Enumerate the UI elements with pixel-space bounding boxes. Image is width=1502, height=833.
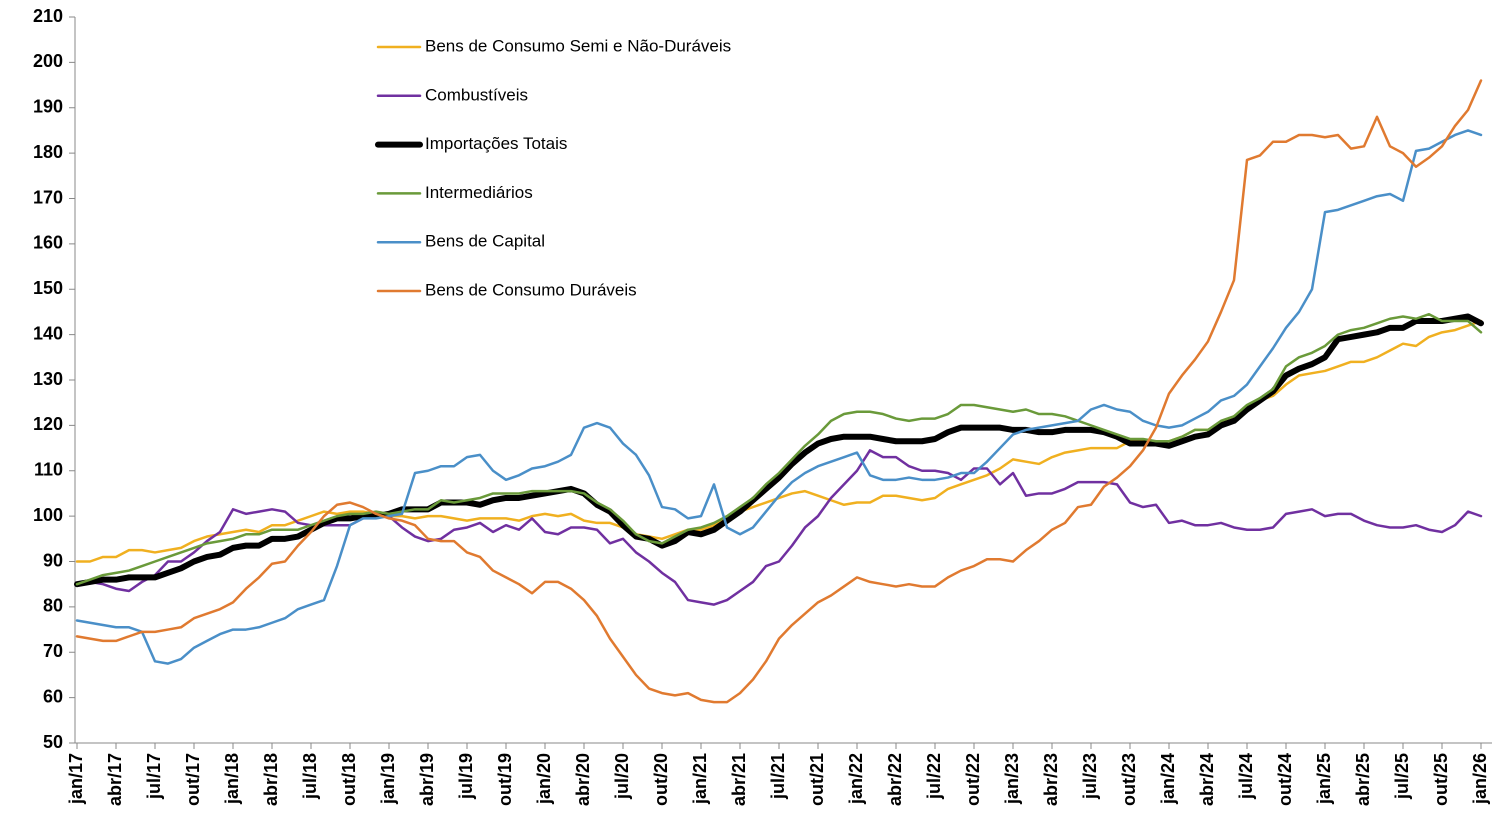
y-tick-label: 170 [33,187,63,207]
x-tick-label: abr/24 [1197,753,1217,806]
x-tick-label: out/20 [651,753,671,806]
x-tick-label: out/25 [1431,753,1451,806]
x-tick-label: jan/17 [66,753,86,805]
x-tick-label: out/24 [1275,753,1295,806]
x-tick-label: jul/23 [1080,753,1100,800]
x-tick-label: jan/18 [222,753,242,805]
x-tick-label: jul/24 [1236,753,1256,800]
series-line [75,79,1483,704]
y-tick-label: 120 [33,414,63,434]
y-tick-label: 60 [43,686,63,706]
x-tick-label: jul/22 [924,753,944,800]
y-tick-label: 110 [34,460,63,480]
x-tick-label: jul/17 [144,753,164,800]
y-tick-label: 210 [33,6,63,26]
y-tick-label: 80 [43,596,63,616]
x-tick-label: jan/26 [1470,753,1490,805]
x-tick-label: jul/20 [612,753,632,800]
x-tick-label: jul/25 [1392,753,1412,800]
y-tick-label: 150 [33,278,63,298]
x-tick-label: out/23 [1119,753,1139,806]
x-tick-label: jan/25 [1314,753,1334,805]
x-tick-label: jul/18 [300,753,320,800]
series-line [75,129,1483,665]
series-line [75,319,1483,563]
x-tick-label: jan/20 [534,753,554,805]
x-tick-label: out/22 [963,753,983,806]
x-tick-label: out/17 [183,753,203,806]
x-tick-label: jan/23 [1002,753,1022,805]
x-tick-label: jul/21 [768,753,788,800]
series-line [75,312,1483,586]
y-tick-label: 70 [43,641,63,661]
legend-label: Importações Totais [425,134,567,153]
x-tick-label: jan/24 [1158,753,1178,805]
y-tick-label: 90 [43,550,63,570]
x-tick-label: abr/20 [573,753,593,806]
x-tick-label: out/21 [807,753,827,806]
y-tick-label: 200 [33,51,63,71]
x-tick-label: abr/17 [105,753,125,806]
x-tick-label: jan/21 [690,753,710,805]
x-tick-label: out/19 [495,753,515,806]
y-tick-label: 180 [33,142,63,162]
x-tick-label: jul/19 [456,753,476,800]
x-tick-label: abr/25 [1353,753,1373,806]
x-tick-label: out/18 [339,753,359,806]
legend-label: Bens de Consumo Duráveis [425,280,637,299]
x-tick-label: jan/22 [846,753,866,805]
series-line [74,313,1484,588]
y-tick-label: 160 [33,233,63,253]
y-tick-label: 140 [33,323,63,343]
x-tick-label: abr/18 [261,753,281,806]
y-tick-label: 50 [43,732,63,752]
y-tick-label: 190 [33,97,63,117]
x-tick-label: abr/21 [729,753,749,806]
x-tick-label: jan/19 [378,753,398,805]
y-tick-label: 100 [33,505,63,525]
x-tick-label: abr/22 [885,753,905,806]
legend-label: Intermediários [425,183,533,202]
legend-label: Combustíveis [425,85,528,104]
legend-label: Bens de Capital [425,232,545,251]
x-tick-label: abr/19 [417,753,437,806]
x-tick-label: abr/23 [1041,753,1061,806]
legend-label: Bens de Consumo Semi e Não-Duráveis [425,36,731,55]
y-tick-label: 130 [33,369,63,389]
